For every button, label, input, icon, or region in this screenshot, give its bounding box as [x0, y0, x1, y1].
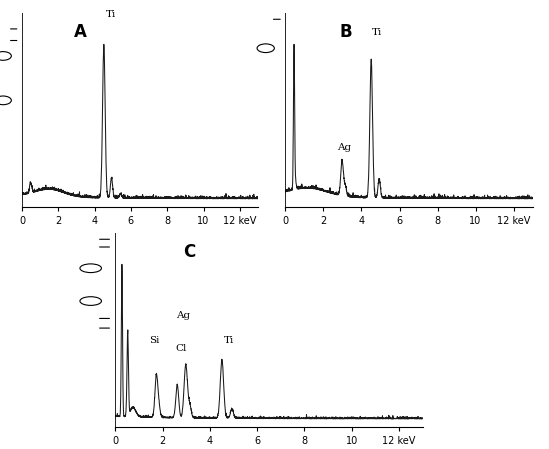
- Text: Ti: Ti: [224, 336, 234, 345]
- Text: A: A: [74, 23, 87, 41]
- Text: Si: Si: [149, 336, 160, 345]
- Text: C: C: [183, 243, 195, 261]
- Text: Ag: Ag: [176, 311, 190, 321]
- Text: Cl: Cl: [176, 344, 187, 353]
- Text: Ti: Ti: [105, 10, 116, 19]
- Text: Ti: Ti: [372, 28, 382, 37]
- Text: B: B: [340, 23, 352, 41]
- Text: Ag: Ag: [337, 144, 351, 153]
